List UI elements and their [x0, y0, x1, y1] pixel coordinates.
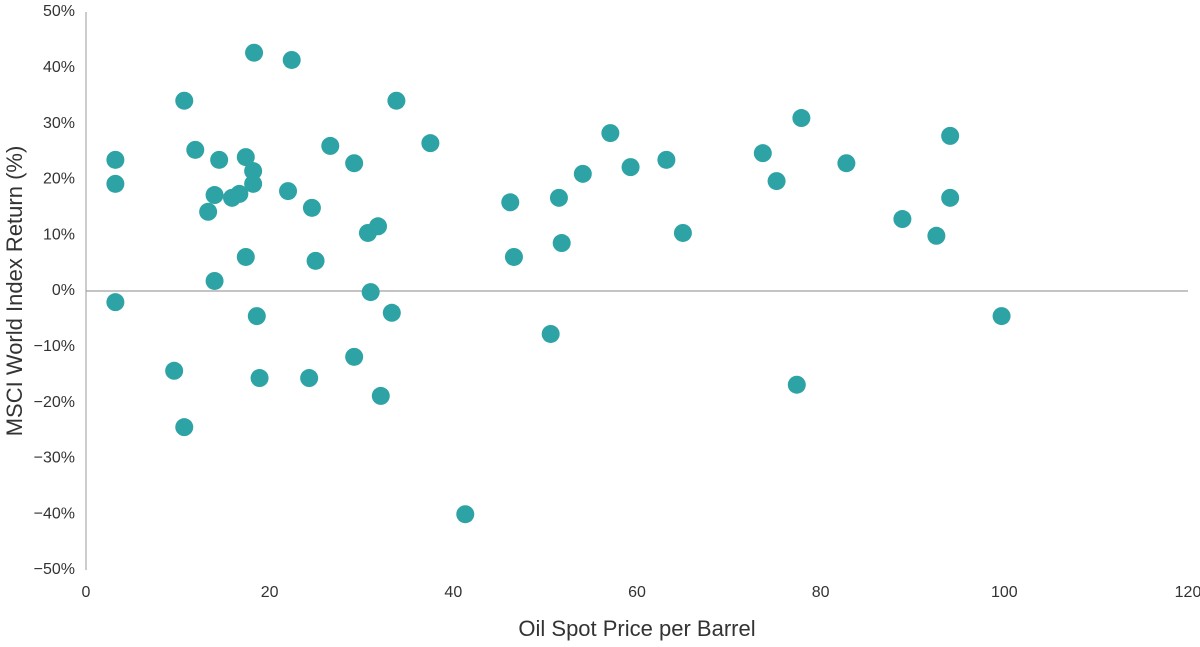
- point: [245, 43, 264, 62]
- point: [244, 174, 263, 193]
- point: [941, 188, 960, 207]
- point: [837, 154, 856, 173]
- y-tick-label: −50%: [34, 561, 75, 578]
- point: [175, 418, 194, 437]
- point: [282, 50, 301, 69]
- point: [230, 184, 249, 203]
- point: [321, 136, 340, 155]
- point: [552, 234, 571, 253]
- point: [106, 150, 125, 169]
- point: [361, 283, 380, 302]
- x-axis-title: Oil Spot Price per Barrel: [518, 616, 755, 641]
- point: [106, 174, 125, 193]
- y-tick-label: 30%: [43, 115, 75, 132]
- point: [369, 217, 388, 236]
- point: [302, 198, 321, 217]
- point: [792, 109, 811, 128]
- point: [236, 247, 255, 266]
- point: [421, 134, 440, 153]
- x-tick-label: 40: [444, 584, 462, 601]
- y-tick-label: 0%: [52, 282, 75, 299]
- x-tick-label: 80: [812, 584, 830, 601]
- point: [382, 303, 401, 322]
- point: [753, 144, 772, 163]
- x-tick-label: 60: [628, 584, 646, 601]
- point: [501, 193, 520, 212]
- x-tick-label: 100: [991, 584, 1018, 601]
- y-tick-label: −40%: [34, 505, 75, 522]
- point: [165, 361, 184, 380]
- y-tick-label: 10%: [43, 226, 75, 243]
- point: [279, 182, 298, 201]
- point: [893, 210, 912, 229]
- point: [573, 164, 592, 183]
- point: [992, 307, 1011, 326]
- point: [541, 324, 560, 343]
- point: [186, 140, 205, 159]
- point: [371, 386, 390, 405]
- x-tick-label: 0: [82, 584, 91, 601]
- point: [504, 247, 523, 266]
- point: [767, 172, 786, 191]
- y-tick-label: −10%: [34, 338, 75, 355]
- x-tick-label: 20: [261, 584, 279, 601]
- point: [247, 307, 266, 326]
- point: [621, 158, 640, 177]
- point: [175, 91, 194, 110]
- point: [106, 293, 125, 312]
- point: [657, 150, 676, 169]
- point: [345, 347, 364, 366]
- point: [205, 271, 224, 290]
- point: [306, 251, 325, 270]
- y-tick-label: 40%: [43, 59, 75, 76]
- y-tick-label: 20%: [43, 171, 75, 188]
- point: [673, 223, 692, 242]
- y-tick-label: −20%: [34, 394, 75, 411]
- point: [244, 162, 263, 181]
- point: [236, 148, 255, 167]
- point: [345, 154, 364, 173]
- point: [210, 150, 229, 169]
- point: [941, 126, 960, 145]
- point: [601, 124, 620, 143]
- point: [549, 188, 568, 207]
- point: [250, 369, 269, 388]
- y-tick-label: 50%: [43, 3, 75, 20]
- point: [199, 202, 218, 221]
- point: [205, 186, 224, 205]
- y-tick-label: −30%: [34, 450, 75, 467]
- point: [927, 226, 946, 245]
- y-axis-title: MSCI World Index Return (%): [2, 146, 27, 437]
- x-tick-label: 120: [1175, 584, 1200, 601]
- point: [787, 375, 806, 394]
- point: [456, 505, 475, 524]
- point: [387, 91, 406, 110]
- point: [300, 369, 319, 388]
